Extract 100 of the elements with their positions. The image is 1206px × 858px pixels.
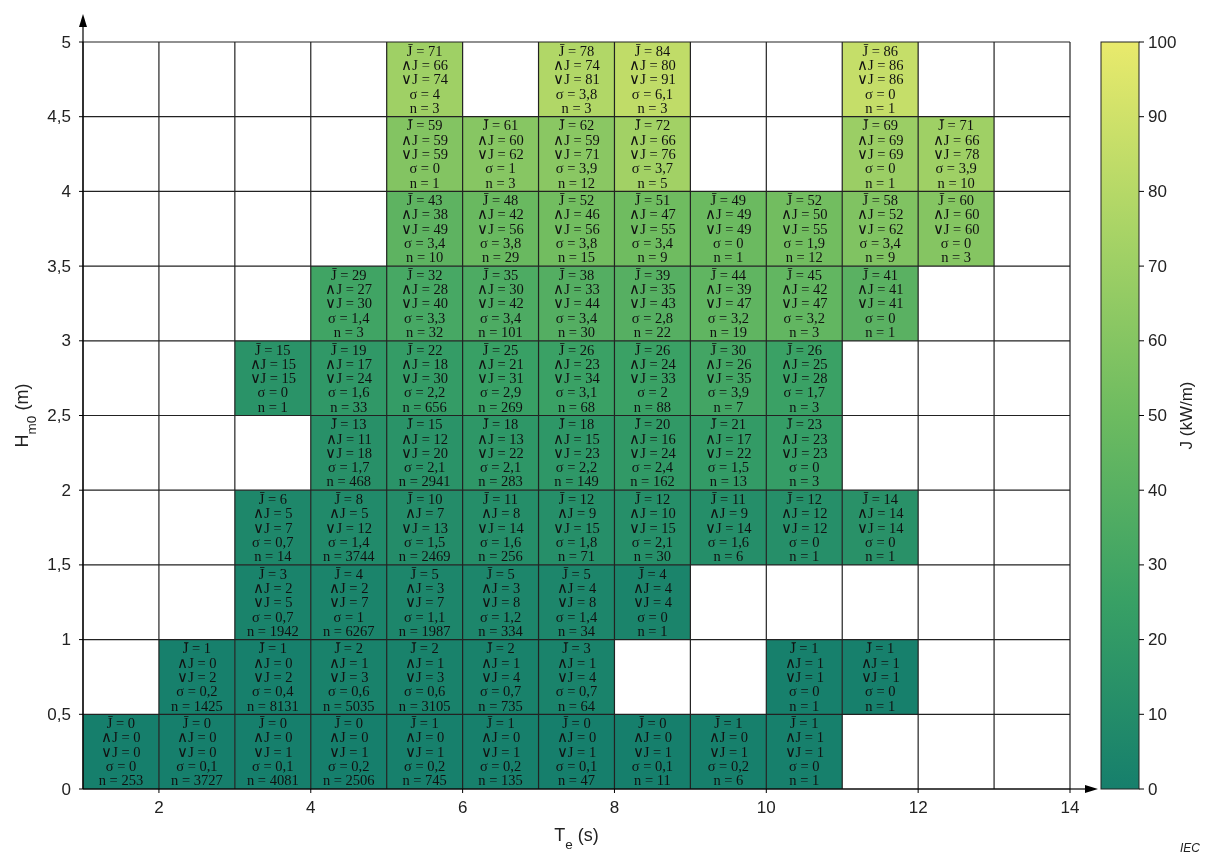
data-label: J̄ = 45 ∧J = 42 ∨J = 47 σ = 3,2 n = 3	[780, 266, 828, 341]
data-label: J̄ = 60 ∧J = 60 ∨J = 60 σ = 0 n = 3	[932, 192, 980, 266]
data-label: J̄ = 32 ∧J = 28 ∨J = 40 σ = 3,3 n = 32	[401, 266, 448, 341]
data-label: J̄ = 0 ∧J = 0 ∨J = 1 σ = 0,1 n = 47	[555, 715, 598, 789]
data-label: J̄ = 69 ∧J = 69 ∨J = 69 σ = 0 n = 1	[856, 117, 904, 191]
data-label: J̄ = 44 ∧J = 39 ∨J = 47 σ = 3,2 n = 19	[705, 266, 752, 341]
x-tick-label: 6	[457, 798, 468, 817]
data-label: J̄ = 0 ∧J = 0 ∨J = 1 σ = 0,1 n = 4081	[246, 715, 299, 789]
data-label: J̄ = 11 ∧J = 8 ∨J = 14 σ = 1,6 n = 256	[477, 490, 525, 565]
data-label: J̄ = 14 ∧J = 14 ∨J = 14 σ = 0 n = 1	[856, 490, 905, 565]
data-label: J̄ = 23 ∧J = 23 ∨J = 23 σ = 0 n = 3	[780, 416, 828, 490]
data-label: J̄ = 3 ∧J = 1 ∨J = 4 σ = 0,7 n = 64	[555, 640, 598, 714]
data-label: J̄ = 10 ∧J = 7 ∨J = 13 σ = 1,5 n = 2469	[398, 490, 451, 565]
data-label: J̄ = 43 ∧J = 38 ∨J = 49 σ = 3,4 n = 10	[401, 192, 448, 266]
data-label: J̄ = 11 ∧J = 9 ∨J = 14 σ = 1,6 n = 6	[705, 490, 753, 565]
x-tick-label: 10	[756, 798, 776, 817]
data-label: J̄ = 3 ∧J = 2 ∨J = 5 σ = 0,7 n = 1942	[246, 565, 299, 639]
data-label: J̄ = 8 ∧J = 5 ∨J = 12 σ = 1,4 n = 3744	[322, 490, 376, 565]
data-label: J̄ = 4 ∧J = 4 ∨J = 4 σ = 0 n = 1	[632, 565, 673, 639]
data-label: J̄ = 78 ∧J = 74 ∨J = 81 σ = 3,8 n = 3	[553, 42, 601, 116]
y-tick-label: 3	[61, 331, 71, 351]
color-bar-label: 0	[1148, 779, 1158, 799]
data-label: J̄ = 38 ∧J = 33 ∨J = 44 σ = 3,4 n = 30	[553, 266, 601, 341]
color-bar-label: 20	[1148, 630, 1167, 650]
data-label: J̄ = 0 ∧J = 0 ∨J = 0 σ = 0 n = 253	[98, 715, 144, 789]
data-label: J̄ = 1 ∧J = 1 ∨J = 1 σ = 0 n = 1	[784, 640, 824, 714]
data-label: J̄ = 5 ∧J = 4 ∨J = 8 σ = 1,4 n = 34	[555, 565, 598, 639]
data-label: J̄ = 12 ∧J = 10 ∨J = 15 σ = 2,1 n = 30	[629, 490, 676, 565]
text: IEC	[1179, 841, 1201, 855]
color-bar-label: 70	[1148, 256, 1167, 276]
x-tick-label: 4	[306, 798, 316, 817]
color-bar-label: 80	[1148, 181, 1167, 201]
data-label: J̄ = 1 ∧J = 0 ∨J = 2 σ = 0,4 n = 8131	[246, 640, 299, 714]
data-label: J̄ = 12 ∧J = 12 ∨J = 12 σ = 0 n = 1	[780, 490, 828, 565]
data-label: J̄ = 39 ∧J = 35 ∨J = 43 σ = 2,8 n = 22	[629, 266, 676, 341]
x-axis-title: T$_{e}$ (s)	[554, 825, 599, 852]
data-label: J̄ = 20 ∧J = 16 ∨J = 24 σ = 2,4 n = 162	[629, 416, 677, 490]
data-label: J̄ = 71 ∧J = 66 ∨J = 74 σ = 4 n = 3	[401, 42, 449, 116]
data-label: J̄ = 51 ∧J = 47 ∨J = 55 σ = 3,4 n = 9	[629, 192, 676, 266]
data-label: J̄ = 48 ∧J = 42 ∨J = 56 σ = 3,8 n = 29	[477, 192, 524, 266]
y-tick-label: 1	[61, 630, 71, 650]
color-bar-label: 10	[1148, 704, 1167, 724]
data-label: J̄ = 0 ∧J = 0 ∨J = 1 σ = 0,1 n = 11	[631, 715, 674, 789]
data-label: J̄ = 19 ∧J = 17 ∨J = 24 σ = 1,6 n = 33	[325, 341, 373, 415]
data-label: J̄ = 18 ∧J = 15 ∨J = 23 σ = 2,2 n = 149	[553, 416, 600, 490]
color-bar-label: 50	[1148, 406, 1167, 425]
data-label: J̄ = 2 ∧J = 1 ∨J = 4 σ = 0,7 n = 735	[478, 640, 523, 714]
data-label: J̄ = 61 ∧J = 60 ∨J = 62 σ = 1 n = 3	[477, 117, 524, 191]
data-label: J̄ = 5 ∧J = 3 ∨J = 8 σ = 1,2 n = 334	[478, 565, 524, 639]
x-tick-label: 12	[908, 798, 928, 817]
data-label: J̄ = 49 ∧J = 49 ∨J = 49 σ = 0 n = 1	[705, 192, 752, 266]
y-tick-label: 0	[61, 779, 71, 799]
data-label: J̄ = 21 ∧J = 17 ∨J = 22 σ = 1,5 n = 13	[705, 416, 752, 490]
data-label: J̄ = 1 ∧J = 0 ∨J = 2 σ = 0,2 n = 1425	[171, 640, 223, 714]
data-label: J̄ = 84 ∧J = 80 ∨J = 91 σ = 6,1 n = 3	[629, 42, 676, 116]
data-label: J̄ = 71 ∧J = 66 ∨J = 78 σ = 3,9 n = 10	[932, 117, 980, 191]
data-label: J̄ = 12 ∧J = 9 ∨J = 15 σ = 1,8 n = 71	[553, 490, 600, 565]
data-label: J̄ = 5 ∧J = 3 ∨J = 7 σ = 1,1 n = 1987	[398, 565, 451, 639]
color-bar-label: 40	[1148, 480, 1167, 500]
data-label: J̄ = 35 ∧J = 30 ∨J = 42 σ = 3,4 n = 101	[477, 266, 524, 341]
x-tick-label: 14	[1060, 798, 1080, 817]
data-label: J̄ = 58 ∧J = 52 ∨J = 62 σ = 3,4 n = 9	[856, 192, 904, 266]
color-bar-label: 30	[1148, 555, 1167, 575]
data-label: J̄ = 1 ∧J = 0 ∨J = 1 σ = 0,2 n = 135	[478, 715, 523, 789]
data-label: J̄ = 62 ∧J = 59 ∨J = 71 σ = 3,9 n = 12	[553, 117, 600, 191]
data-label: J̄ = 15 ∧J = 12 ∨J = 20 σ = 2,1 n = 2941	[398, 416, 451, 490]
data-label: J̄ = 26 ∧J = 25 ∨J = 28 σ = 1,7 n = 3	[780, 341, 828, 415]
data-label: J̄ = 52 ∧J = 46 ∨J = 56 σ = 3,8 n = 15	[553, 192, 600, 266]
data-label: J̄ = 6 ∧J = 5 ∨J = 7 σ = 0,7 n = 14	[252, 490, 294, 565]
data-label: J̄ = 13 ∧J = 11 ∨J = 18 σ = 1,7 n = 468	[325, 416, 373, 490]
y-tick-label: 2	[61, 480, 71, 500]
data-label: J̄ = 0 ∧J = 0 ∨J = 1 σ = 0,2 n = 2506	[322, 715, 375, 789]
data-label: J̄ = 4 ∧J = 2 ∨J = 7 σ = 1 n = 6267	[322, 565, 375, 639]
y-tick-label: 2,5	[47, 406, 71, 425]
x-tick-label: 2	[154, 798, 164, 817]
data-label: J̄ = 72 ∧J = 66 ∨J = 76 σ = 3,7 n = 5	[629, 117, 676, 191]
color-bar-label: 90	[1148, 107, 1167, 127]
color-bar-label: 60	[1148, 331, 1167, 351]
data-label: J̄ = 22 ∧J = 18 ∨J = 30 σ = 2,2 n = 656	[401, 341, 448, 415]
data-label: J̄ = 26 ∧J = 23 ∨J = 34 σ = 3,1 n = 68	[553, 341, 601, 415]
data-label: J̄ = 1 ∧J = 0 ∨J = 1 σ = 0,2 n = 6	[707, 715, 750, 789]
data-label: J̄ = 18 ∧J = 13 ∨J = 22 σ = 2,1 n = 283	[477, 416, 524, 490]
x-tick-label: 8	[609, 798, 620, 817]
data-label: J̄ = 2 ∧J = 1 ∨J = 3 σ = 0,6 n = 5035	[322, 640, 375, 714]
data-label: J̄ = 30 ∧J = 26 ∨J = 35 σ = 3,9 n = 7	[705, 341, 752, 415]
data-label: J̄ = 1 ∧J = 1 ∨J = 1 σ = 0 n = 1	[784, 715, 824, 789]
y-tick-label: 1,5	[47, 555, 71, 575]
data-label: J̄ = 59 ∧J = 59 ∨J = 59 σ = 0 n = 1	[401, 117, 448, 191]
y-tick-label: 0,5	[47, 704, 71, 724]
data-label: J̄ = 52 ∧J = 50 ∨J = 55 σ = 1,9 n = 12	[780, 192, 828, 266]
color-bar-title: J (kW/m)	[1177, 381, 1196, 450]
data-label: J̄ = 25 ∧J = 21 ∨J = 31 σ = 2,9 n = 269	[477, 341, 524, 415]
data-label: J̄ = 15 ∧J = 15 ∨J = 15 σ = 0 n = 1	[249, 341, 297, 415]
color-bar-label: 100	[1148, 32, 1177, 52]
data-label: J̄ = 2 ∧J = 1 ∨J = 3 σ = 0,6 n = 3105	[398, 640, 451, 714]
data-label: J̄ = 86 ∧J = 86 ∨J = 86 σ = 0 n = 1	[856, 42, 904, 116]
data-label: J̄ = 29 ∧J = 27 ∨J = 30 σ = 1,4 n = 3	[325, 266, 373, 341]
data-label: J̄ = 0 ∧J = 0 ∨J = 0 σ = 0,1 n = 3727	[171, 715, 223, 789]
y-tick-label: 4	[61, 181, 71, 201]
y-tick-label: 4,5	[47, 107, 71, 127]
